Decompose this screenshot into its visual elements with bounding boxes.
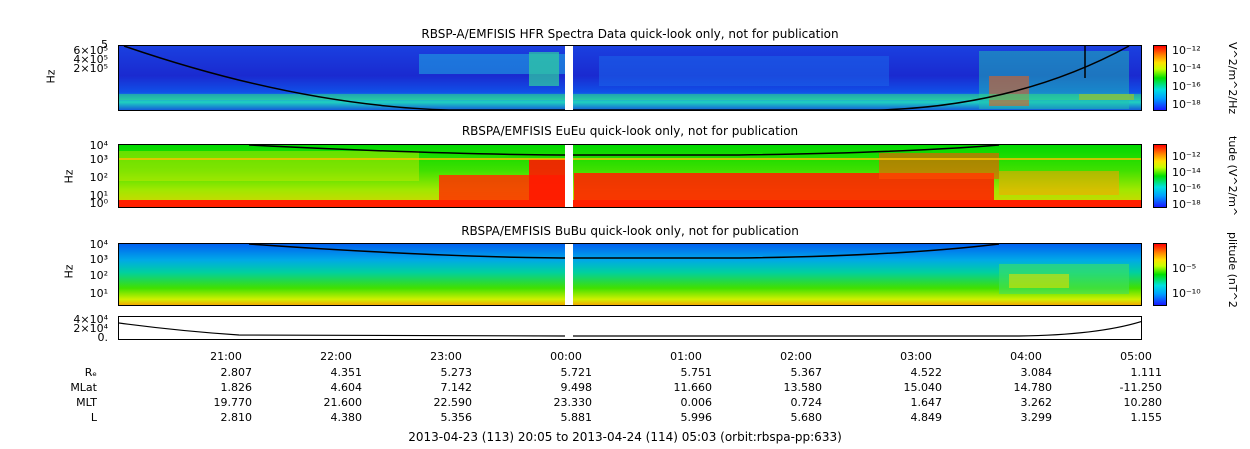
ephemeris-value: 5.751 xyxy=(680,366,713,379)
ephemeris-value: 4.351 xyxy=(330,366,363,379)
ephemeris-value: 1.826 xyxy=(220,381,253,394)
ephemeris-value: 4.380 xyxy=(330,411,363,424)
panel4-plot xyxy=(119,320,1141,337)
ephemeris-value: 1.647 xyxy=(910,396,943,409)
panel2-cb-title: tude (V^2/m^ xyxy=(1226,136,1239,217)
ephemeris-value: 14.780 xyxy=(1013,381,1053,394)
panel3-ytick: 10³ xyxy=(89,253,108,266)
panel1-cb-tick: 10⁻¹⁶ xyxy=(1172,80,1201,93)
ephemeris-value: 5.996 xyxy=(680,411,713,424)
panel1-cb-tick: 10⁻¹⁸ xyxy=(1172,98,1201,111)
ephemeris-value: 5.721 xyxy=(560,366,593,379)
ephemeris-value: 0.724 xyxy=(790,396,823,409)
ephemeris-value: 15.040 xyxy=(903,381,943,394)
ephemeris-value: 19.770 xyxy=(213,396,253,409)
x-tick-label: 22:00 xyxy=(320,350,352,363)
footer-time-range: 2013-04-23 (113) 20:05 to 2013-04-24 (11… xyxy=(408,430,842,444)
ephemeris-value: 22.590 xyxy=(433,396,473,409)
panel1-ytick: 4×10⁵ xyxy=(73,53,108,66)
panel3-colorbar xyxy=(1153,243,1167,306)
panel3-plot xyxy=(119,244,1141,305)
ephemeris-value: 1.155 xyxy=(1130,411,1163,424)
panel4-lineplot xyxy=(118,316,1142,340)
ephemeris-value: 5.356 xyxy=(440,411,473,424)
panel1-ytick: 6×10⁵ xyxy=(73,44,108,57)
ephemeris-value: 10.280 xyxy=(1123,396,1163,409)
panel2-cb-tick: 10⁻¹⁶ xyxy=(1172,182,1201,195)
panel3-ytick: 10² xyxy=(89,269,108,282)
panel3-ytick: 10⁴ xyxy=(89,238,108,251)
panel2-title: RBSPA/EMFISIS EuEu quick-look only, not … xyxy=(461,124,799,138)
ephemeris-row-label: MLat xyxy=(70,381,97,394)
panel1-spectrogram xyxy=(118,45,1142,111)
ephemeris-value: 0.006 xyxy=(680,396,713,409)
ephemeris-value: 4.604 xyxy=(330,381,363,394)
x-tick-label: 00:00 xyxy=(550,350,582,363)
ephemeris-value: 3.084 xyxy=(1020,366,1053,379)
panel3-cb-title: plitude (nT^2 xyxy=(1226,232,1239,308)
ephemeris-value: 5.273 xyxy=(440,366,473,379)
ephemeris-value: 4.522 xyxy=(910,366,943,379)
x-tick-label: 05:00 xyxy=(1120,350,1152,363)
panel2-plot xyxy=(119,145,1141,207)
ephemeris-value: 4.849 xyxy=(910,411,943,424)
panel2-ytick: 10⁴ xyxy=(89,139,108,152)
ephemeris-value: 3.299 xyxy=(1020,411,1053,424)
panel1-ytick: 2×10⁵ xyxy=(73,62,108,75)
ephemeris-row-label: L xyxy=(90,411,97,424)
ephemeris-value: 11.660 xyxy=(673,381,713,394)
ephemeris-value: -11.250 xyxy=(1119,381,1162,394)
panel2-colorbar xyxy=(1153,144,1167,208)
ephemeris-value: 2.807 xyxy=(220,366,253,379)
ephemeris-value: 7.142 xyxy=(440,381,473,394)
ephemeris-value: 13.580 xyxy=(783,381,823,394)
x-tick-label: 01:00 xyxy=(670,350,702,363)
ephemeris-value: 5.680 xyxy=(790,411,823,424)
x-tick-label: 21:00 xyxy=(210,350,242,363)
ephemeris-value: 3.262 xyxy=(1020,396,1053,409)
panel1-cb-title: V^2/m^2/Hz xyxy=(1226,42,1239,115)
panel2-ytick: 10⁰ xyxy=(89,197,108,210)
panel1-title: RBSP-A/EMFISIS HFR Spectra Data quick-lo… xyxy=(421,27,839,41)
panel1-cb-tick: 10⁻¹⁴ xyxy=(1172,62,1201,75)
ephemeris-row-label: Rₑ xyxy=(84,366,97,379)
panel4-ytick: 2×10⁴ xyxy=(73,322,108,335)
x-tick-label: 04:00 xyxy=(1010,350,1042,363)
panel2-spectrogram xyxy=(118,144,1142,208)
panel3-cb-tick: 10⁻⁵ xyxy=(1172,262,1197,275)
panel2-ytick: 10² xyxy=(89,171,108,184)
panel1-cb-tick: 10⁻¹² xyxy=(1172,44,1201,57)
panel3-spectrogram xyxy=(118,243,1142,306)
panel2-ytick: 10¹ xyxy=(89,189,108,202)
x-tick-label: 03:00 xyxy=(900,350,932,363)
ephemeris-row-label: MLT xyxy=(76,396,97,409)
panel3-ytick: 10¹ xyxy=(89,287,108,300)
ephemeris-value: 5.367 xyxy=(790,366,823,379)
ephemeris-value: 21.600 xyxy=(323,396,363,409)
x-tick-label: 02:00 xyxy=(780,350,812,363)
panel4-ytick: 4×10⁴ xyxy=(73,313,108,326)
ephemeris-value: 2.810 xyxy=(220,411,253,424)
ephemeris-value: 9.498 xyxy=(560,381,593,394)
panel1-colorbar xyxy=(1153,45,1167,111)
ephemeris-value: 5.881 xyxy=(560,411,593,424)
ephemeris-value: 1.111 xyxy=(1130,366,1163,379)
panel1-ytick: 5 xyxy=(101,38,108,51)
panel3-cb-tick: 10⁻¹⁰ xyxy=(1172,287,1201,300)
panel4-ytick: 0. xyxy=(97,331,109,344)
panel3-title: RBSPA/EMFISIS BuBu quick-look only, not … xyxy=(461,224,799,238)
panel2-cb-tick: 10⁻¹⁴ xyxy=(1172,166,1201,179)
panel2-cb-tick: 10⁻¹² xyxy=(1172,150,1201,163)
panel1-plot xyxy=(119,46,1141,110)
panel2-ytick: 10³ xyxy=(89,153,108,166)
x-tick-label: 23:00 xyxy=(430,350,462,363)
panel2-cb-tick: 10⁻¹⁸ xyxy=(1172,198,1201,211)
ephemeris-value: 23.330 xyxy=(553,396,593,409)
